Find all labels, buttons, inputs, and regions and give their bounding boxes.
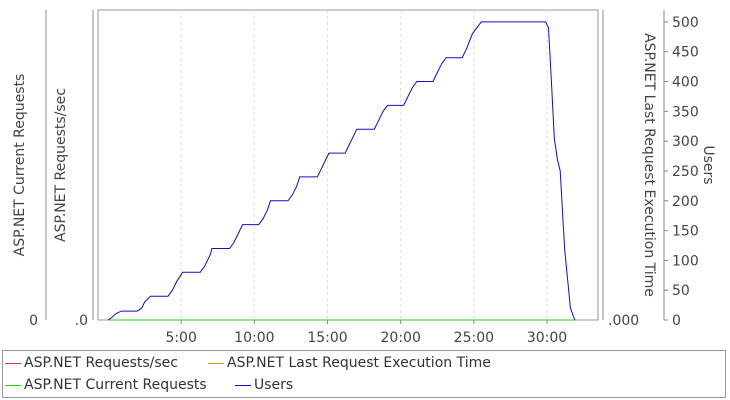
legend-item-users: Users	[235, 377, 293, 393]
legend: ASP.NET Requests/sec ASP.NET Last Reques…	[2, 350, 726, 398]
users-tick-label: 300	[672, 134, 699, 150]
users-tick-label: 350	[672, 104, 699, 120]
legend-swatch-red	[5, 362, 21, 364]
x-tick-label: 15:00	[307, 330, 347, 346]
x-axis-ticks: 5:00 10:00 15:00 20:00 25:00 30:00	[165, 320, 567, 346]
series-line-users	[107, 21, 576, 321]
legend-swatch-green	[5, 384, 21, 386]
x-tick-label: 20:00	[381, 330, 421, 346]
x-tick-label: 10:00	[234, 330, 274, 346]
legend-label: Users	[254, 377, 294, 393]
users-tick-label: 100	[672, 253, 699, 269]
legend-swatch-blue	[235, 384, 251, 386]
users-tick-label: 250	[672, 164, 699, 180]
right-outer-axis-title: Users	[700, 145, 716, 184]
grid-lines	[180, 10, 548, 320]
legend-item-current-requests: ASP.NET Current Requests	[5, 377, 207, 393]
series-lines	[107, 21, 577, 321]
left-inner-axis-title: ASP.NET Requests/sec	[53, 88, 69, 242]
left-outer-zero-tick: 0	[29, 313, 38, 329]
legend-label: ASP.NET Current Requests	[24, 377, 207, 393]
legend-item-requests-per-sec: ASP.NET Requests/sec	[5, 355, 178, 371]
users-tick-label: 450	[672, 45, 699, 61]
users-tick-label: 0	[672, 313, 681, 329]
left-outer-axis-title: ASP.NET Current Requests	[12, 74, 28, 257]
users-tick-label: 200	[672, 194, 699, 210]
plot-area	[97, 9, 599, 321]
left-inner-zero-tick: .0	[75, 313, 88, 329]
x-tick-label: 30:00	[527, 330, 567, 346]
right-inner-axis-title: ASP.NET Last Request Execution Time	[641, 33, 657, 297]
right-inner-zero-tick: .000	[608, 313, 639, 329]
x-tick-label: 5:00	[165, 330, 196, 346]
users-tick-label: 150	[672, 224, 699, 240]
legend-swatch-yellow	[208, 362, 224, 364]
x-tick-label: 25:00	[454, 330, 494, 346]
users-tick-label: 400	[672, 75, 699, 91]
chart: 5:00 10:00 15:00 20:00 25:00 30:00 0 50 100 150 2…	[12, 9, 716, 346]
legend-item-last-request-execution-time: ASP.NET Last Request Execution Time	[208, 355, 491, 371]
legend-label: ASP.NET Requests/sec	[24, 355, 178, 371]
users-axis-ticks: 0 50 100 150 200 250 300 350 400 450 500	[664, 15, 699, 329]
users-tick-label: 50	[672, 283, 690, 299]
legend-label: ASP.NET Last Request Execution Time	[227, 355, 491, 371]
users-tick-label: 500	[672, 15, 699, 31]
